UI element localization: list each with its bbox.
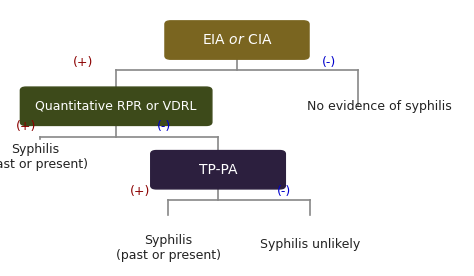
Text: (+): (+) [130, 185, 150, 198]
Text: (+): (+) [16, 120, 36, 134]
Text: EIA $\it{or}$ CIA: EIA $\it{or}$ CIA [202, 33, 272, 47]
Text: (-): (-) [156, 120, 171, 134]
Text: Quantitative RPR or VDRL: Quantitative RPR or VDRL [36, 100, 197, 113]
Text: (-): (-) [277, 185, 292, 198]
Text: (-): (-) [322, 55, 337, 69]
Text: Syphilis
(past or present): Syphilis (past or present) [116, 234, 221, 262]
Text: No evidence of syphilis: No evidence of syphilis [307, 100, 452, 113]
FancyBboxPatch shape [20, 87, 212, 125]
FancyBboxPatch shape [165, 21, 309, 59]
Text: (+): (+) [73, 55, 93, 69]
Text: Syphilis unlikely: Syphilis unlikely [260, 238, 361, 251]
Text: Syphilis
(past or present): Syphilis (past or present) [0, 143, 88, 171]
FancyBboxPatch shape [151, 151, 285, 189]
Text: TP-PA: TP-PA [199, 163, 237, 177]
